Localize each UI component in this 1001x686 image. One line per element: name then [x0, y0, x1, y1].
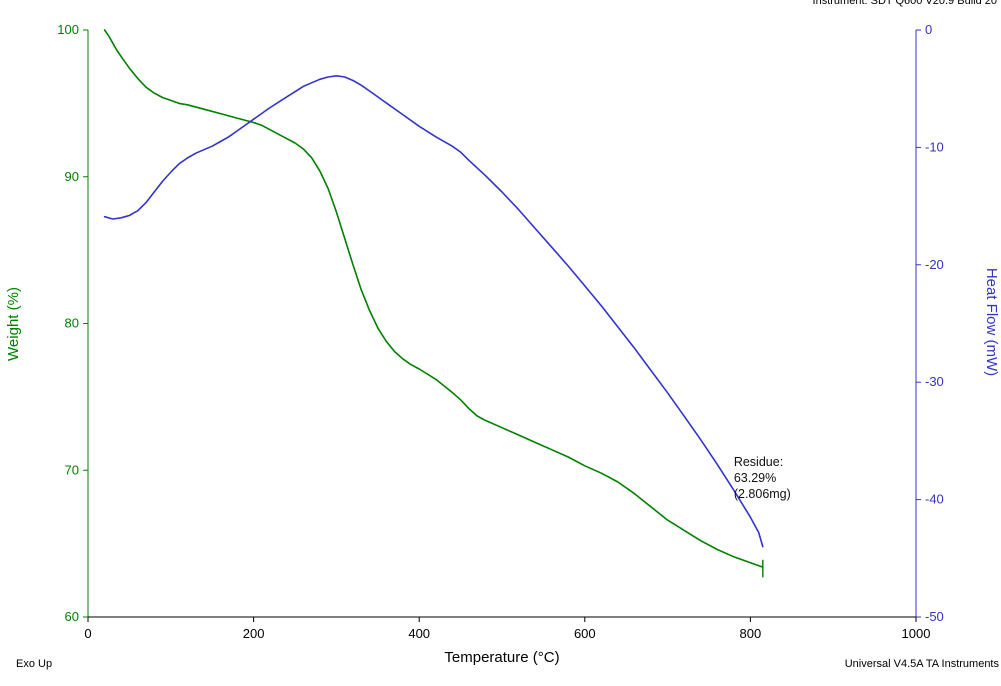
x-axis-tick-label: 600: [574, 626, 596, 641]
left-axis-tick-label: 90: [65, 169, 79, 184]
x-axis-tick-label: 0: [84, 626, 91, 641]
software-version-label: Universal V4.5A TA Instruments: [844, 658, 999, 670]
x-axis-tick-label: 1000: [902, 626, 931, 641]
exo-up-label: Exo Up: [16, 658, 53, 670]
right-axis-title: Heat Flow (mW): [983, 268, 1000, 376]
x-axis-tick-label: 200: [243, 626, 265, 641]
right-axis-tick-label: -10: [925, 139, 944, 154]
x-axis-title: Temperature (°C): [444, 649, 559, 666]
left-axis-tick-label: 60: [65, 609, 79, 624]
right-axis-tick-label: -40: [925, 492, 944, 507]
right-axis-tick-label: -20: [925, 257, 944, 272]
weight-curve: [103, 29, 764, 568]
right-axis-tick-label: -30: [925, 374, 944, 389]
left-axis-tick-label: 80: [65, 316, 79, 331]
residue-annotation: Residue: 63.29% (2.806mg): [734, 455, 791, 501]
right-axis-tick-label: 0: [925, 22, 932, 37]
instrument-label: Instrument: SDT Q600 V20.9 Build 20: [812, 0, 997, 7]
heat-flow-curve: [103, 75, 764, 548]
left-axis-tick-label: 70: [65, 462, 79, 477]
left-axis-title: Weight (%): [5, 287, 22, 361]
left-axis-tick-label: 100: [57, 22, 79, 37]
x-axis-tick-label: 800: [740, 626, 762, 641]
x-axis-tick-label: 400: [408, 626, 430, 641]
right-axis-tick-label: -50: [925, 609, 944, 624]
